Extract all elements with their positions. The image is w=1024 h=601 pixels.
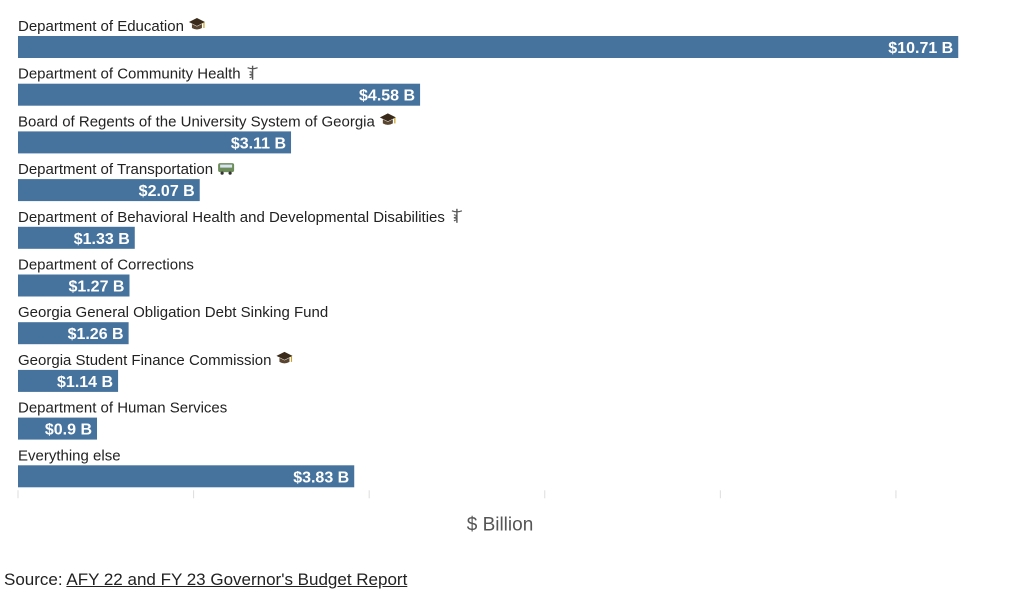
data-label: $1.33 B [74,231,130,248]
category-label: Board of Regents of the University Syste… [18,113,375,130]
bar [18,465,355,488]
bar [18,322,129,345]
bar [18,274,130,297]
bar [18,36,959,58]
category-label: Georgia Student Finance Commission [18,352,271,369]
x-axis-title: $ Billion [467,514,534,535]
data-label: $1.14 B [57,374,113,391]
data-label: $1.26 B [68,326,124,343]
graduation-cap-icon [276,351,293,364]
caduceus-icon [247,65,258,80]
data-label: $10.71 B [888,40,953,57]
source-note: Source: AFY 22 and FY 23 Governor's Budg… [4,570,407,590]
graduation-cap-icon [379,113,396,125]
data-label: $4.58 B [359,88,415,105]
bar [18,417,98,440]
bar [18,179,200,202]
bar-chart: Department of Education $10.71 B Departmen… [17,18,959,535]
data-label: $0.9 B [45,422,92,439]
category-label: Department of Education [18,18,184,35]
bar [18,226,135,249]
category-label: Department of Behavioral Health and Deve… [18,209,445,226]
source-link[interactable]: AFY 22 and FY 23 Governor's Budget Repor… [66,570,408,589]
data-label: $3.11 B [231,135,286,152]
graduation-cap-icon [188,18,205,30]
data-label: $2.07 B [139,183,195,200]
bar [18,131,292,154]
category-label: Department of Corrections [18,257,194,274]
data-label: $3.83 B [293,469,349,486]
bar [18,369,119,392]
caduceus-icon [451,208,463,223]
data-label: $1.27 B [68,279,124,296]
category-label: Georgia General Obligation Debt Sinking … [18,304,328,321]
category-label: Department of Community Health [18,66,241,83]
category-label: Department of Transportation [18,161,213,178]
category-label: Everything else [18,447,121,464]
bus-icon [218,163,235,175]
bar [18,83,421,106]
source-prefix: Source: [4,570,67,589]
category-label: Department of Human Services [18,400,227,417]
